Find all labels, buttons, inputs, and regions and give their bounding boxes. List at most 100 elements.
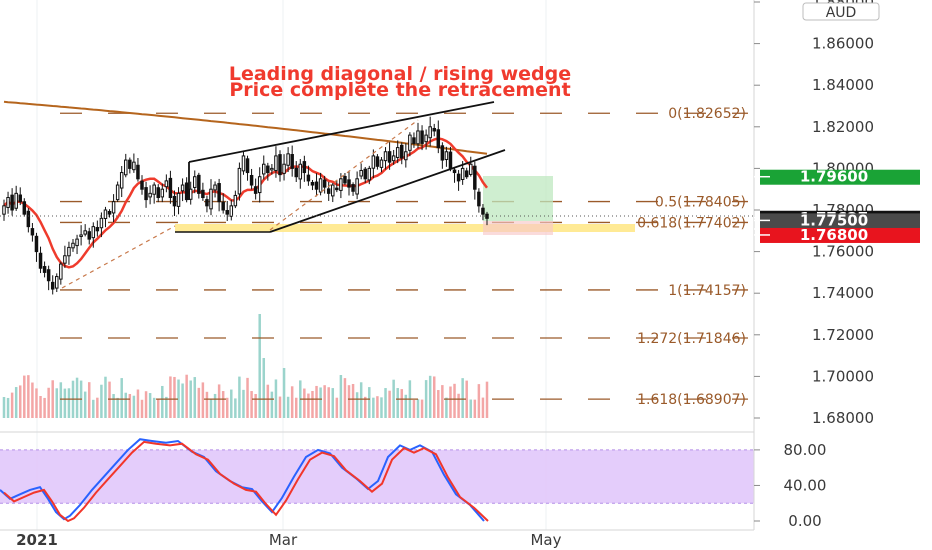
volume-bars bbox=[2, 314, 489, 418]
volume-bar bbox=[286, 396, 290, 418]
candle-body bbox=[448, 151, 453, 169]
volume-bar bbox=[282, 368, 286, 418]
candle-body bbox=[209, 188, 213, 210]
candle-body bbox=[485, 213, 489, 219]
volume-bar bbox=[152, 397, 156, 418]
oscillator-lines bbox=[0, 438, 489, 523]
candle-body bbox=[469, 163, 473, 175]
volume-bar bbox=[193, 377, 197, 418]
volume-bar bbox=[67, 388, 71, 418]
candle-body bbox=[391, 155, 396, 162]
volume-bar bbox=[432, 376, 436, 418]
candle-body bbox=[99, 217, 104, 229]
volume-bar bbox=[201, 382, 205, 418]
candle-body bbox=[282, 163, 286, 174]
candle-body bbox=[460, 167, 465, 180]
price-tick-label: 1.68000 bbox=[812, 409, 874, 427]
candle-body bbox=[229, 205, 234, 217]
volume-bar bbox=[428, 375, 432, 418]
candle-body bbox=[50, 281, 55, 290]
candle-body bbox=[201, 189, 205, 199]
candle-body bbox=[383, 151, 388, 162]
candle-body bbox=[217, 183, 221, 203]
price-tick-label: 1.86000 bbox=[812, 35, 874, 53]
candle-body bbox=[193, 176, 197, 188]
currency-badge-box bbox=[802, 2, 880, 21]
volume-bar bbox=[485, 381, 489, 418]
candle-body bbox=[375, 156, 380, 167]
volume-bar bbox=[148, 393, 152, 418]
fibonacci-levels: 0(1.82652) 0.5(1.78405) 0.618(1.77402) 1(1.… bbox=[60, 106, 748, 408]
price-tick-label: 1.72000 bbox=[812, 326, 874, 344]
volume-bar bbox=[18, 385, 22, 418]
candle-body bbox=[67, 246, 71, 257]
volume-bar bbox=[217, 384, 221, 418]
currency-label: AUD bbox=[826, 5, 857, 21]
candle-body bbox=[34, 235, 39, 253]
volume-bar bbox=[2, 396, 6, 418]
fib-level-label: 1(1.74157) bbox=[668, 283, 746, 299]
candle-body bbox=[91, 226, 96, 239]
candle-body bbox=[237, 167, 242, 195]
candle-body bbox=[140, 180, 144, 190]
candle-body bbox=[298, 163, 303, 180]
candle-body bbox=[136, 164, 140, 180]
candle-body bbox=[408, 134, 412, 151]
volume-bar bbox=[234, 398, 237, 418]
support-zone bbox=[175, 224, 635, 232]
candle-body bbox=[6, 197, 10, 208]
candle-body bbox=[205, 199, 209, 207]
price-tick-label: 1.84000 bbox=[812, 76, 874, 94]
oscillator-axis[interactable]: 80.00 40.00 0.00 bbox=[754, 441, 826, 530]
candle-body bbox=[331, 184, 335, 197]
volume-bar bbox=[132, 395, 136, 418]
volume-bar bbox=[47, 387, 50, 418]
volume-bar bbox=[262, 358, 266, 418]
candle-body bbox=[180, 184, 185, 192]
volume-bar bbox=[225, 397, 229, 418]
candle-body bbox=[290, 154, 294, 169]
volume-bar bbox=[75, 377, 79, 418]
candle-body bbox=[132, 161, 136, 171]
candle-body bbox=[416, 130, 420, 145]
volume-bar bbox=[165, 396, 168, 418]
volume-bar bbox=[242, 389, 245, 418]
volume-bar bbox=[372, 397, 375, 418]
volume-bar bbox=[376, 396, 379, 418]
volume-bar bbox=[311, 390, 314, 418]
candle-body bbox=[152, 184, 156, 195]
candle-body bbox=[119, 172, 124, 189]
volume-bar bbox=[92, 399, 95, 418]
volume-bar bbox=[209, 399, 213, 418]
oscillator-d-line bbox=[3, 440, 489, 523]
candle-body bbox=[63, 255, 67, 264]
volume-bar bbox=[266, 384, 270, 418]
candle-body bbox=[371, 155, 376, 169]
price-badge bbox=[760, 227, 920, 243]
dashed-trend-line-2 bbox=[269, 119, 419, 231]
price-badge bbox=[760, 213, 920, 229]
volume-bar bbox=[380, 397, 383, 418]
price-badge-label: 1.76800 bbox=[800, 226, 868, 244]
time-axis[interactable]: 2021 Mar May bbox=[16, 531, 562, 549]
time-tick-label: May bbox=[530, 531, 561, 549]
candle-body bbox=[257, 176, 262, 194]
volume-bar bbox=[294, 397, 298, 418]
candle-body bbox=[404, 151, 408, 161]
candle-body bbox=[343, 175, 347, 184]
candle-body bbox=[274, 155, 278, 172]
volume-bar bbox=[59, 382, 63, 418]
candle-body bbox=[347, 179, 351, 188]
candle-body bbox=[363, 168, 367, 180]
volume-bar bbox=[238, 376, 241, 418]
candle-body bbox=[351, 184, 355, 192]
candle-body bbox=[245, 158, 250, 174]
volume-bar bbox=[144, 391, 148, 418]
candle-body bbox=[286, 153, 290, 166]
volume-bar bbox=[27, 375, 30, 418]
volume-bar bbox=[87, 382, 91, 418]
candle-body bbox=[38, 252, 43, 269]
volume-bar bbox=[351, 383, 355, 418]
